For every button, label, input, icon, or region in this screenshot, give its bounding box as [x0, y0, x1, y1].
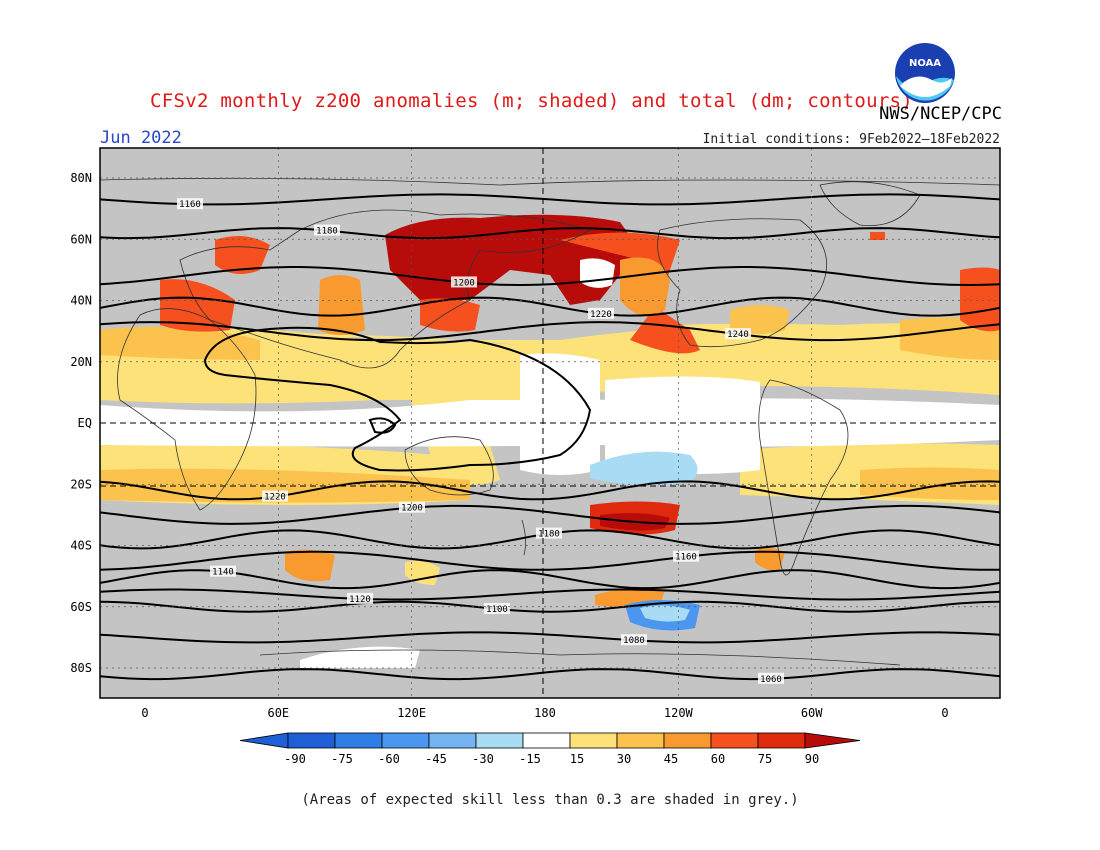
colorbar-label: -30	[472, 752, 494, 766]
contour-line	[100, 193, 1000, 206]
contour-label-bg	[210, 565, 236, 577]
contour-label-bg	[484, 602, 510, 614]
contour-line	[100, 569, 1000, 590]
contour-label: 1180	[316, 227, 338, 237]
colorbar-label: -90	[284, 752, 306, 766]
svg-text:NOAA: NOAA	[909, 58, 941, 69]
map-frame	[99, 147, 1001, 699]
colorbar-segment	[569, 732, 618, 749]
latitude-label: 80S	[70, 661, 92, 675]
colorbar-segment	[616, 732, 665, 749]
contour-label-bg	[536, 527, 562, 539]
contour-line	[100, 321, 1000, 342]
latitude-label: 20N	[70, 355, 92, 369]
contour-label: 1060	[760, 675, 782, 685]
contour-line	[100, 296, 1000, 317]
negative-anomaly-south-pacific	[590, 451, 698, 486]
longitude-label: 180	[534, 706, 556, 720]
contour-label-bg	[673, 550, 699, 562]
contour-line	[100, 668, 1000, 681]
contour-line	[100, 504, 1000, 525]
longitude-label: 0	[141, 706, 148, 720]
colorbar-label: 15	[570, 752, 584, 766]
longitude-label: 120E	[397, 706, 426, 720]
chart-title: CFSv2 monthly z200 anomalies (m; shaded)…	[150, 90, 914, 112]
longitude-label: 0	[941, 706, 948, 720]
colorbar-segment	[428, 732, 477, 749]
skill-footnote: (Areas of expected skill less than 0.3 a…	[301, 792, 799, 808]
latitude-label: EQ	[78, 416, 92, 430]
colorbar-arrow-low	[239, 732, 289, 749]
contour-line	[100, 588, 1000, 601]
colorbar-segment	[334, 732, 383, 749]
contour-labels: 1160118012001220124012201200118011601140…	[177, 198, 784, 685]
contour-label-bg	[588, 307, 614, 319]
colorbar-label: 60	[711, 752, 725, 766]
contour-line	[100, 266, 1000, 287]
contour-label-bg	[347, 592, 373, 604]
contour-label: 1080	[623, 636, 645, 646]
contour-1240-closed-indian-ocean	[203, 326, 592, 472]
contour-label-bg	[399, 501, 425, 513]
contour-label: 1160	[179, 200, 201, 210]
contour-label: 1220	[264, 493, 286, 503]
contour-label-bg	[177, 198, 203, 210]
longitude-label: 60W	[801, 706, 823, 720]
contour-label: 1220	[590, 310, 612, 320]
latitude-labels: 80N 60N 40N 20N EQ 20S 40S 60S 80S	[70, 171, 92, 675]
colorbar-segment	[381, 732, 430, 749]
longitude-label: 60E	[267, 706, 289, 720]
noaa-logo: NOAA	[895, 43, 955, 103]
height-contours	[100, 193, 1000, 681]
contour-label-bg	[758, 672, 784, 684]
contour-label-bg	[314, 224, 340, 236]
initial-conditions: Initial conditions: 9Feb2022–18Feb2022	[702, 132, 1000, 147]
colorbar-segment	[710, 732, 759, 749]
forecast-month: Jun 2022	[100, 128, 182, 148]
latitude-label: 60S	[70, 600, 92, 614]
closed-contours	[203, 326, 592, 472]
colorbar-segment	[663, 732, 712, 749]
contour-label-bg	[725, 328, 751, 340]
colorbar-segment	[287, 732, 336, 749]
latitude-label: 40S	[70, 539, 92, 553]
colorbar: -90 -75 -60 -45 -30 -15 15 30 45 60 75 90	[239, 732, 861, 766]
agency-label: NWS/NCEP/CPC	[879, 104, 1002, 124]
contour-label: 1160	[675, 553, 697, 563]
colorbar-arrow-high	[804, 732, 861, 749]
contour-line	[100, 227, 1000, 240]
longitude-labels: 0 60E 120E 180 120W 60W 0	[141, 706, 948, 720]
colorbar-label: 30	[617, 752, 631, 766]
contour-label: 1180	[538, 530, 560, 540]
colorbar-segment	[522, 732, 571, 749]
latitude-label: 80N	[70, 171, 92, 185]
graticule	[100, 148, 1000, 698]
latitude-label: 40N	[70, 294, 92, 308]
contour-line	[100, 550, 1000, 571]
contour-label-bg	[621, 634, 647, 646]
contour-line	[100, 480, 1000, 501]
colorbar-label: 45	[664, 752, 678, 766]
colorbar-label: -15	[519, 752, 541, 766]
colorbar-segment	[475, 732, 524, 749]
contour-label-bg	[451, 276, 477, 288]
colorbar-label: -45	[425, 752, 447, 766]
colorbar-label: 75	[758, 752, 772, 766]
contour-label-bg	[262, 490, 288, 502]
colorbar-segment	[757, 732, 806, 749]
contour-line	[100, 600, 1000, 613]
colorbar-label: -60	[378, 752, 400, 766]
contour-line	[100, 631, 1000, 644]
colorbar-label: -75	[331, 752, 353, 766]
colorbar-label: 90	[805, 752, 819, 766]
contour-label: 1100	[486, 605, 508, 615]
contour-label: 1140	[212, 568, 234, 578]
contour-label: 1240	[727, 330, 749, 340]
longitude-label: 120W	[664, 706, 694, 720]
latitude-label: 60N	[70, 232, 92, 246]
contour-label: 1120	[349, 595, 371, 605]
contour-label: 1200	[453, 278, 475, 288]
latitude-label: 20S	[70, 477, 92, 491]
